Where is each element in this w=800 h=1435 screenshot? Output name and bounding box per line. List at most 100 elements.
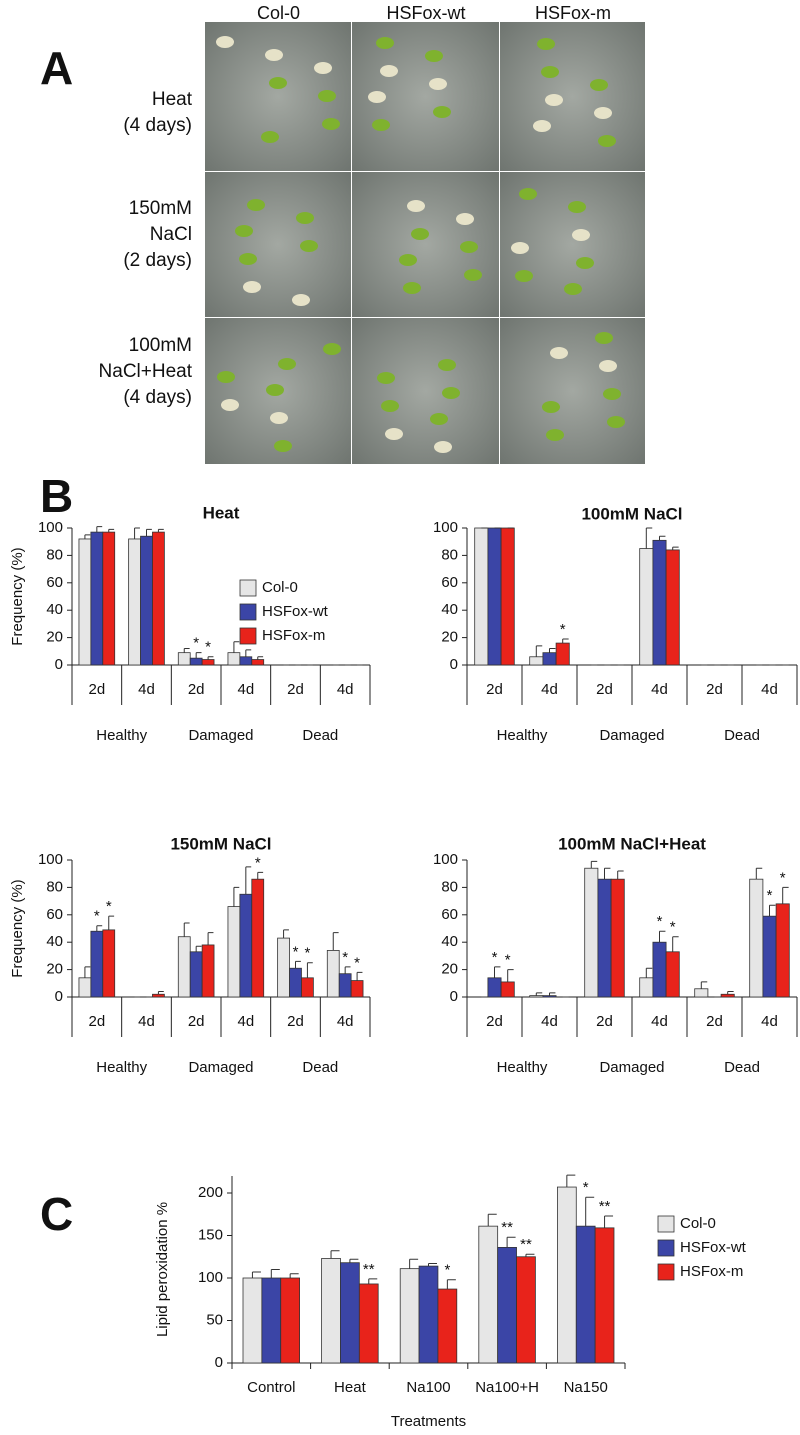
bar [102, 929, 116, 998]
seedling [438, 359, 456, 371]
bar [555, 642, 570, 666]
seedling [603, 388, 621, 400]
error-bar [183, 648, 190, 653]
group-label: Dead [724, 1059, 760, 1076]
error-bar [108, 915, 115, 930]
significance-label: ** [520, 1236, 532, 1253]
y-tick-label: 60 [46, 574, 63, 591]
seedling [399, 254, 417, 266]
y-tick-label: 20 [441, 629, 458, 646]
legend-label: HSFox-m [262, 627, 325, 644]
bar [497, 1247, 517, 1364]
seedling [376, 37, 394, 49]
error-bar [604, 867, 611, 880]
x-tick-label: 2d [88, 681, 105, 698]
x-tick-label: 2d [287, 1013, 304, 1030]
legend-swatch [239, 579, 257, 597]
significance-label: ** [501, 1219, 513, 1236]
significance-label: * [304, 945, 310, 962]
bar [762, 915, 777, 998]
seedling [322, 118, 340, 130]
bar [665, 549, 680, 666]
y-axis-label: Frequency (%) [9, 547, 26, 645]
panel-letter: B [40, 470, 73, 522]
bar [720, 993, 735, 998]
bar [542, 652, 557, 666]
bar [78, 538, 92, 666]
error-bar [368, 1278, 378, 1284]
seedling [221, 399, 239, 411]
legend-swatch [657, 1263, 675, 1281]
significance-label: * [193, 635, 199, 652]
seedling [292, 294, 310, 306]
error-bar [494, 966, 501, 978]
bar [557, 1186, 577, 1364]
group-label: Dead [724, 727, 760, 744]
bar [90, 930, 104, 998]
bar [529, 656, 544, 666]
group-label: Dead [302, 727, 338, 744]
x-tick-label: 2d [486, 1013, 503, 1030]
row-label: 150mM [129, 198, 192, 219]
photo [352, 318, 499, 464]
seedling [235, 225, 253, 237]
y-tick-label: 60 [441, 574, 458, 591]
chart-title: 100mM NaCl [581, 504, 682, 523]
group-label: Healthy [497, 1059, 548, 1076]
bar [652, 539, 667, 666]
legend-swatch [239, 603, 257, 621]
y-tick-label: 200 [198, 1184, 223, 1201]
y-tick-label: 0 [215, 1354, 223, 1371]
bar [177, 936, 191, 998]
row-label: (2 days) [123, 250, 192, 271]
bar [239, 893, 253, 998]
seedling [546, 429, 564, 441]
error-bar [535, 992, 543, 996]
bar [227, 906, 241, 998]
error-bar [108, 528, 115, 533]
bar [301, 977, 314, 998]
seedling [550, 347, 568, 359]
row-label: NaCl+Heat [99, 361, 193, 382]
seedling [265, 49, 283, 61]
error-bar [283, 929, 289, 939]
x-tick-label: 4d [138, 681, 155, 698]
error-bar [590, 860, 598, 869]
chart-title: 100mM NaCl+Heat [558, 834, 706, 853]
seedling [381, 400, 399, 412]
seedling [430, 413, 448, 425]
error-bar [134, 527, 140, 539]
seedling [247, 199, 265, 211]
seedling [368, 91, 386, 103]
x-tick-label: 2d [188, 1013, 205, 1030]
bar [338, 973, 352, 998]
significance-label: * [492, 949, 498, 966]
bar [102, 531, 116, 666]
seedling [372, 119, 390, 131]
y-tick-label: 100 [198, 1269, 223, 1286]
y-axis-label: Frequency (%) [9, 879, 26, 977]
y-tick-label: 40 [441, 933, 458, 950]
group-label: Healthy [497, 727, 548, 744]
error-bar [207, 656, 214, 660]
seedling [216, 36, 234, 48]
chart-title: 150mM NaCl [170, 834, 271, 853]
bar [500, 527, 515, 666]
row-label: Heat [152, 89, 193, 110]
significance-label: * [293, 943, 299, 960]
y-tick-label: 0 [55, 988, 63, 1005]
error-bar [525, 1253, 535, 1257]
bar [189, 657, 203, 666]
significance-label: * [106, 898, 112, 915]
seedling [243, 281, 261, 293]
bar [280, 1277, 300, 1364]
row-label: (4 days) [123, 115, 192, 136]
seedling [270, 412, 288, 424]
panel-letter: A [40, 42, 73, 94]
bar [140, 535, 153, 666]
x-tick-label: 2d [596, 681, 613, 698]
error-bar [645, 967, 653, 978]
y-tick-label: 0 [450, 656, 458, 673]
significance-label: ** [599, 1198, 611, 1215]
group-label: Damaged [599, 1059, 664, 1076]
